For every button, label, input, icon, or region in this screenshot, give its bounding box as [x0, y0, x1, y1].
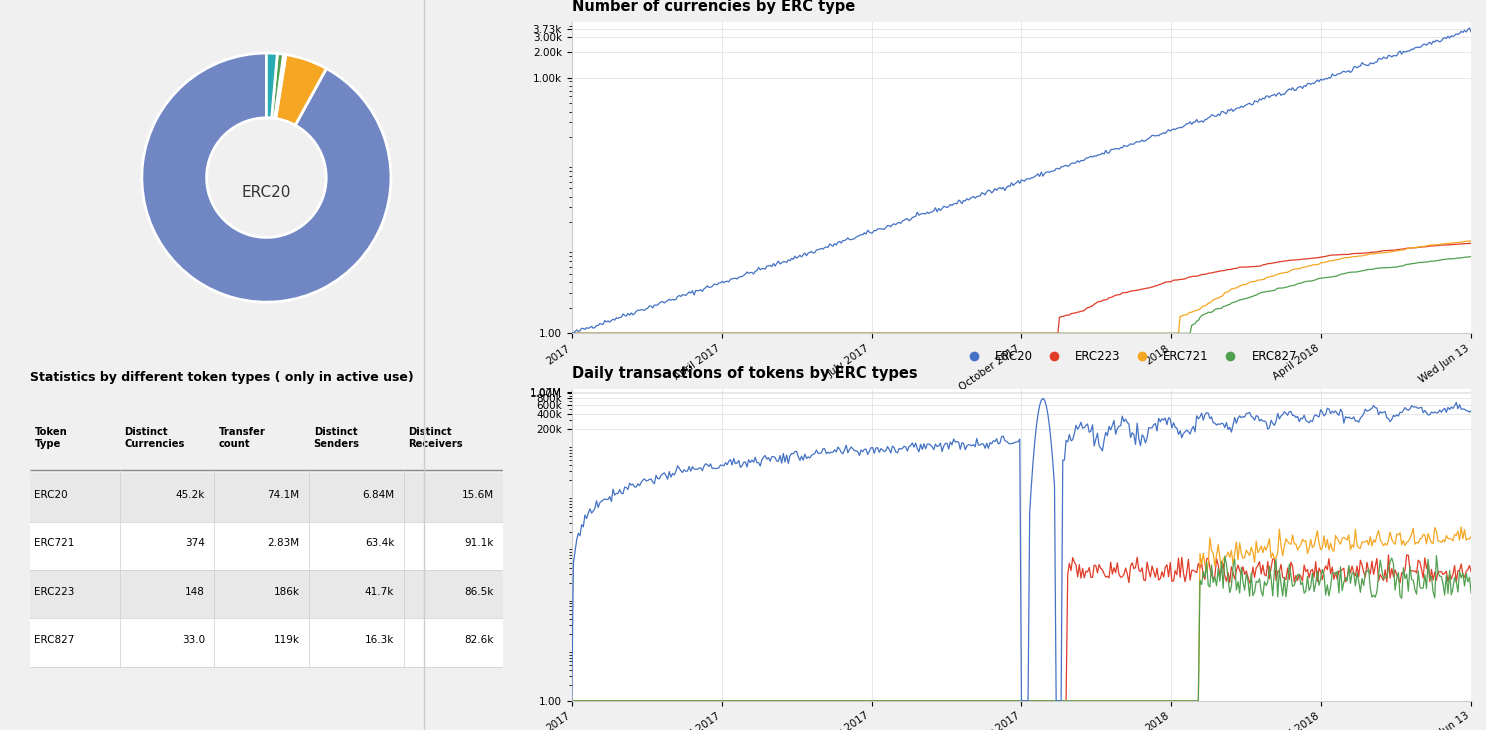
Text: Distinct
Senders: Distinct Senders: [314, 427, 360, 449]
Text: 16.3k: 16.3k: [366, 635, 394, 645]
Wedge shape: [141, 53, 391, 302]
Text: 15.6M: 15.6M: [462, 490, 493, 500]
Legend: ERC20, ERC223, ERC721, ERC827: ERC20, ERC223, ERC721, ERC827: [957, 345, 1302, 368]
Text: 86.5k: 86.5k: [464, 587, 493, 596]
Text: 6.84M: 6.84M: [363, 490, 394, 500]
Text: 45.2k: 45.2k: [175, 490, 205, 500]
Wedge shape: [266, 53, 278, 118]
Wedge shape: [272, 53, 284, 118]
Bar: [30, 522, 504, 570]
Text: 148: 148: [184, 587, 205, 596]
Text: Distinct
Receivers: Distinct Receivers: [409, 427, 464, 449]
Bar: [30, 570, 504, 618]
Text: 186k: 186k: [273, 587, 300, 596]
Text: ERC827: ERC827: [34, 635, 74, 645]
Text: 33.0: 33.0: [181, 635, 205, 645]
Text: Daily transactions of tokens by ERC types: Daily transactions of tokens by ERC type…: [572, 366, 917, 381]
Text: 41.7k: 41.7k: [366, 587, 394, 596]
Text: 63.4k: 63.4k: [366, 539, 394, 548]
Text: 91.1k: 91.1k: [464, 539, 493, 548]
Wedge shape: [275, 54, 285, 118]
Text: 2.83M: 2.83M: [267, 539, 300, 548]
Text: 74.1M: 74.1M: [267, 490, 300, 500]
Text: ERC223: ERC223: [34, 587, 74, 596]
Text: 374: 374: [184, 539, 205, 548]
Text: Transfer
count: Transfer count: [218, 427, 266, 449]
Bar: [30, 474, 504, 522]
Text: 119k: 119k: [273, 635, 300, 645]
Text: ERC721: ERC721: [34, 539, 74, 548]
Wedge shape: [276, 55, 327, 126]
Bar: [30, 618, 504, 666]
Text: Number of currencies by ERC type: Number of currencies by ERC type: [572, 0, 854, 14]
Text: Statistics by different token types ( only in active use): Statistics by different token types ( on…: [30, 371, 413, 384]
Text: Distinct
Currencies: Distinct Currencies: [125, 427, 184, 449]
Text: ERC20: ERC20: [242, 185, 291, 200]
Text: 82.6k: 82.6k: [464, 635, 493, 645]
Text: ERC20: ERC20: [34, 490, 68, 500]
Text: Token
Type: Token Type: [34, 427, 67, 449]
